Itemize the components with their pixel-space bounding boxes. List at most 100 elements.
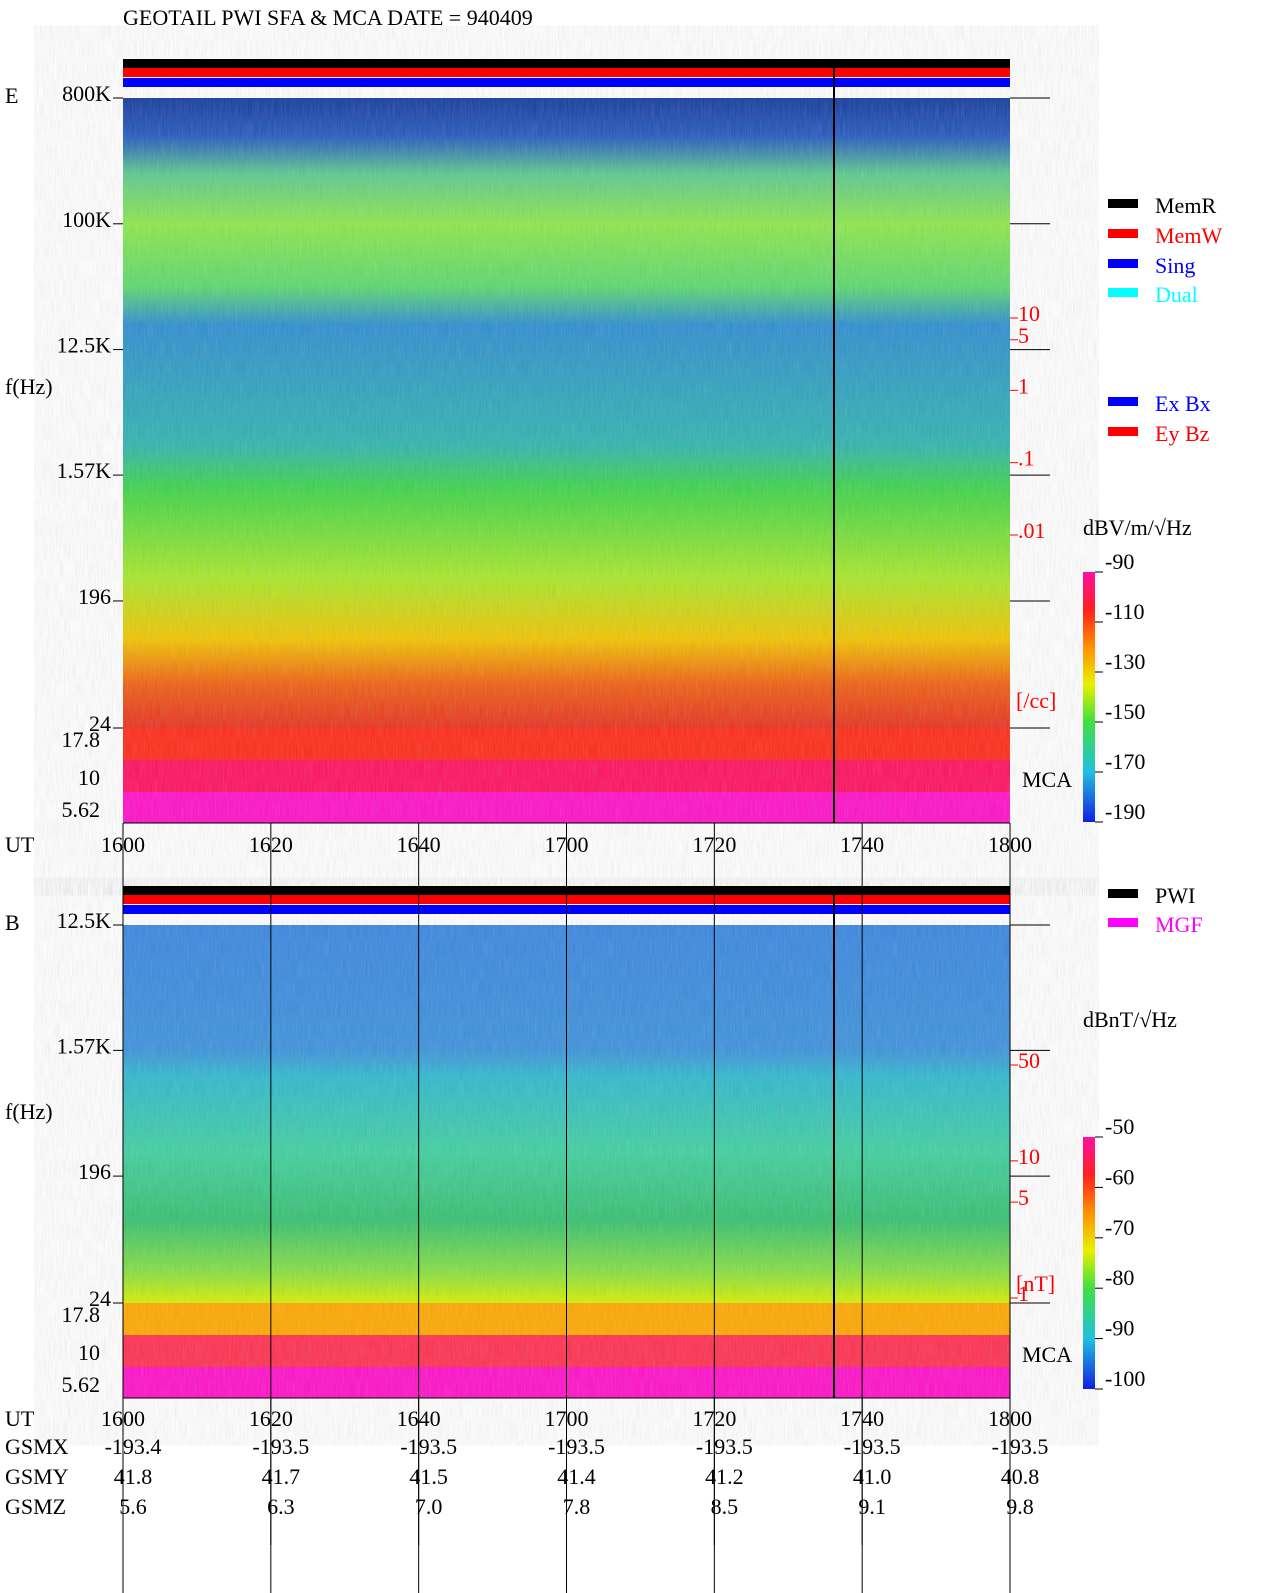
y2-tick-label: .1 bbox=[1018, 446, 1035, 471]
x-tick-label: 1740 bbox=[840, 832, 884, 857]
y2-tick-label: 10 bbox=[1018, 1144, 1040, 1169]
mca-channel-label: 5.62 bbox=[62, 1372, 101, 1397]
orbit-value: -193.5 bbox=[252, 1434, 309, 1459]
mca-channel-label: 10 bbox=[78, 765, 100, 790]
orbit-value: 41.5 bbox=[409, 1464, 448, 1489]
y2-tick-label: 10 bbox=[1018, 301, 1040, 326]
orbit-value: -193.4 bbox=[105, 1434, 162, 1459]
y-tick-label: 24 bbox=[89, 1286, 111, 1311]
colorbar-tick-label: -130 bbox=[1105, 649, 1145, 674]
legend-label: MemW bbox=[1155, 223, 1222, 248]
orbit-value: 41.2 bbox=[705, 1464, 744, 1489]
x-tick-label: 1620 bbox=[249, 1406, 293, 1431]
mca-channel-label: 17.8 bbox=[62, 727, 101, 752]
y2-tick-label: 50 bbox=[1018, 1048, 1040, 1073]
x-tick-label: 1720 bbox=[692, 832, 736, 857]
y-tick-label: 100K bbox=[62, 207, 111, 232]
status-bar bbox=[123, 68, 1010, 77]
legend-swatch bbox=[1108, 259, 1138, 268]
x-tick-label: 1700 bbox=[545, 832, 589, 857]
x-axis-label: UT bbox=[5, 1406, 35, 1431]
orbit-value: -193.5 bbox=[400, 1434, 457, 1459]
x-tick-label: 1600 bbox=[101, 1406, 145, 1431]
orbit-value: 40.8 bbox=[1001, 1464, 1040, 1489]
y-tick-label: 1.57K bbox=[57, 458, 112, 483]
y-tick-label: 196 bbox=[78, 584, 111, 609]
orbit-value: 7.8 bbox=[563, 1494, 591, 1519]
legend-swatch bbox=[1108, 199, 1138, 208]
colorbar bbox=[1083, 1137, 1095, 1389]
y-tick-label: 12.5K bbox=[57, 908, 112, 933]
legend-label: Ey Bz bbox=[1155, 421, 1210, 446]
mca-channel-label: 17.8 bbox=[62, 1302, 101, 1327]
colorbar-tick-label: -150 bbox=[1105, 699, 1145, 724]
colorbar bbox=[1083, 572, 1095, 822]
x-tick-label: 1620 bbox=[249, 832, 293, 857]
mca-channel-label: 10 bbox=[78, 1340, 100, 1365]
orbit-value: 6.3 bbox=[267, 1494, 295, 1519]
colorbar-label: dBV/m/√Hz bbox=[1083, 515, 1192, 540]
orbit-value: -193.5 bbox=[992, 1434, 1049, 1459]
y2-tick-label: 1 bbox=[1018, 373, 1029, 398]
x-tick-label: 1640 bbox=[397, 1406, 441, 1431]
legend-swatch bbox=[1108, 918, 1138, 927]
orbit-value: 8.5 bbox=[711, 1494, 739, 1519]
orbit-value: 41.8 bbox=[114, 1464, 153, 1489]
colorbar-tick-label: -110 bbox=[1105, 599, 1145, 624]
x-tick-label: 1720 bbox=[692, 1406, 736, 1431]
colorbar-tick-label: -190 bbox=[1105, 799, 1145, 824]
y2-tick-label: .01 bbox=[1018, 518, 1046, 543]
y2-axis-label: [/cc] bbox=[1016, 688, 1056, 713]
colorbar-tick-label: -50 bbox=[1105, 1114, 1134, 1139]
y-tick-label: 800K bbox=[62, 81, 111, 106]
orbit-value: -193.5 bbox=[844, 1434, 901, 1459]
colorbar-tick-label: -170 bbox=[1105, 749, 1145, 774]
y-tick-label: 12.5K bbox=[57, 333, 112, 358]
y-tick-label: 24 bbox=[89, 711, 111, 736]
y2-axis-label: [nT] bbox=[1016, 1271, 1055, 1296]
mca-label: MCA bbox=[1022, 767, 1072, 792]
legend-label: MGF bbox=[1155, 912, 1203, 937]
legend-swatch bbox=[1108, 229, 1138, 238]
orbit-value: 5.6 bbox=[119, 1494, 147, 1519]
legend-swatch bbox=[1108, 288, 1138, 297]
mca-channel-label: 5.62 bbox=[62, 797, 101, 822]
legend-swatch bbox=[1108, 889, 1138, 898]
status-bar bbox=[123, 78, 1010, 87]
legend-swatch bbox=[1108, 427, 1138, 436]
colorbar-tick-label: -70 bbox=[1105, 1215, 1134, 1240]
panel-label: E bbox=[5, 83, 18, 108]
colorbar-tick-label: -60 bbox=[1105, 1164, 1134, 1189]
x-axis-label: UT bbox=[5, 832, 35, 857]
x-tick-label: 1700 bbox=[545, 1406, 589, 1431]
colorbar-tick-label: -90 bbox=[1105, 549, 1134, 574]
colorbar-tick-label: -100 bbox=[1105, 1366, 1145, 1391]
mca-label: MCA bbox=[1022, 1342, 1072, 1367]
x-tick-label: 1600 bbox=[101, 832, 145, 857]
y-tick-label: 196 bbox=[78, 1159, 111, 1184]
orbit-label: GSMZ bbox=[5, 1494, 66, 1519]
orbit-value: 7.0 bbox=[415, 1494, 443, 1519]
orbit-value: -193.5 bbox=[696, 1434, 753, 1459]
orbit-value: 9.1 bbox=[858, 1494, 886, 1519]
x-tick-label: 1800 bbox=[988, 832, 1032, 857]
y-axis-label: f(Hz) bbox=[5, 1099, 53, 1124]
y2-tick-label: 5 bbox=[1018, 323, 1029, 348]
legend-swatch bbox=[1108, 397, 1138, 406]
legend-label: Sing bbox=[1155, 253, 1195, 278]
title: GEOTAIL PWI SFA & MCA DATE = 940409 bbox=[123, 5, 533, 30]
orbit-label: GSMY bbox=[5, 1464, 69, 1489]
y2-tick-label: 5 bbox=[1018, 1185, 1029, 1210]
orbit-value: 41.7 bbox=[262, 1464, 301, 1489]
legend-label: Ex Bx bbox=[1155, 391, 1211, 416]
x-tick-label: 1800 bbox=[988, 1406, 1032, 1431]
y-tick-label: 1.57K bbox=[57, 1033, 112, 1058]
x-tick-label: 1640 bbox=[397, 832, 441, 857]
orbit-value: 9.8 bbox=[1006, 1494, 1034, 1519]
texture bbox=[123, 98, 1010, 823]
orbit-value: -193.5 bbox=[548, 1434, 605, 1459]
x-tick-label: 1740 bbox=[840, 1406, 884, 1431]
orbit-value: 41.4 bbox=[557, 1464, 596, 1489]
y-axis-label: f(Hz) bbox=[5, 374, 53, 399]
